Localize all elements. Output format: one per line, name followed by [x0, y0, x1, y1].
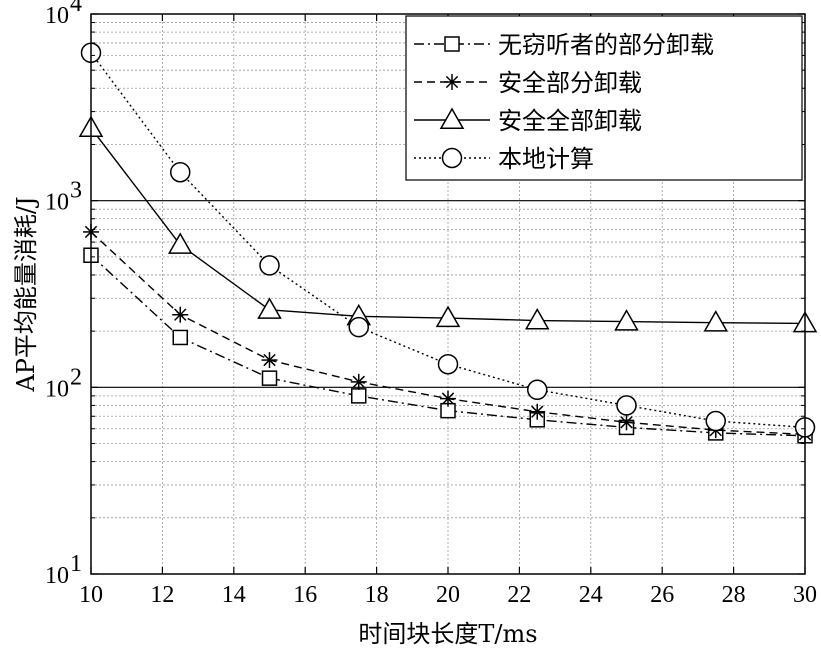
data-point: [524, 308, 550, 330]
data-point: [172, 329, 188, 346]
legend-label: 安全全部卸载: [498, 107, 642, 135]
y-tick-exponent: 1: [70, 551, 82, 577]
x-tick-label: 26: [650, 582, 674, 608]
y-tick-exponent: 3: [70, 178, 82, 204]
data-point: [261, 352, 278, 369]
data-point: [614, 309, 639, 331]
data-point: [529, 403, 546, 420]
x-tick-label: 22: [507, 582, 531, 608]
x-tick-label: 28: [722, 582, 746, 608]
series-4: [80, 42, 816, 438]
legend-label: 安全部分卸载: [498, 69, 642, 97]
data-point: [261, 370, 278, 386]
data-point: [170, 161, 191, 183]
legend-label: 无窃听者的部分卸载: [498, 31, 714, 59]
y-tick-label: 10: [45, 190, 69, 216]
data-point: [703, 310, 729, 332]
y-tick-exponent: 4: [70, 0, 82, 17]
y-tick-label: 10: [45, 376, 69, 402]
data-point: [435, 305, 461, 328]
legend-marker: [441, 147, 463, 169]
x-axis-label: 时间块长度T/ms: [358, 620, 537, 648]
data-point: [618, 414, 635, 431]
legend-marker: [444, 74, 460, 90]
legend-label: 本地计算: [498, 145, 594, 173]
data-point: [440, 390, 456, 407]
data-point: [167, 232, 193, 254]
x-tick-label: 14: [222, 582, 246, 608]
data-point: [172, 306, 189, 323]
x-tick-label: 12: [150, 582, 174, 608]
data-point: [437, 353, 459, 375]
x-tick-label: 24: [579, 582, 603, 608]
x-tick-label: 20: [436, 582, 460, 608]
data-point: [705, 410, 726, 432]
legend-marker: [444, 36, 460, 52]
x-tick-label: 10: [79, 582, 103, 608]
data-point: [259, 255, 280, 276]
y-tick-label: 10: [45, 3, 69, 29]
series-layer: [78, 42, 818, 444]
x-tick-label: 18: [365, 582, 389, 608]
data-point: [257, 297, 282, 319]
legend-marker: [439, 107, 465, 129]
data-point: [350, 373, 367, 390]
x-tick-label: 16: [293, 582, 317, 608]
data-point: [616, 395, 637, 416]
x-tick-label: 30: [793, 582, 817, 608]
data-point: [348, 316, 369, 338]
data-point: [351, 388, 367, 404]
y-tick-exponent: 2: [70, 364, 82, 390]
y-tick-label: 10: [45, 563, 69, 589]
legend-box: [405, 15, 803, 181]
data-point: [527, 379, 548, 401]
y-axis-label: AP平均能量消耗/J: [12, 196, 40, 392]
